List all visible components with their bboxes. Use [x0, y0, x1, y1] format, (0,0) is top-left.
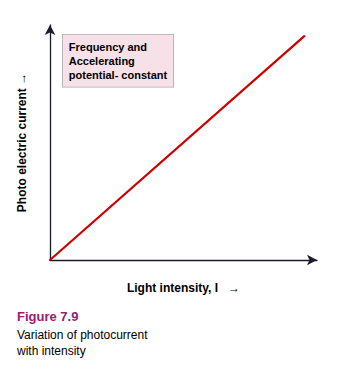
svg-text:Variation of photocurrent: Variation of photocurrent: [17, 328, 148, 342]
svg-text:with intensity: with intensity: [16, 344, 86, 358]
svg-text:Accelerating: Accelerating: [69, 55, 135, 67]
svg-text:Photo electric current →: Photo electric current →: [15, 73, 29, 212]
svg-text:Frequency and: Frequency and: [69, 41, 147, 53]
svg-text:potential- constant: potential- constant: [69, 69, 168, 81]
svg-text:Light intensity, I →: Light intensity, I →: [127, 281, 240, 295]
svg-text:Figure 7.9: Figure 7.9: [17, 309, 78, 324]
